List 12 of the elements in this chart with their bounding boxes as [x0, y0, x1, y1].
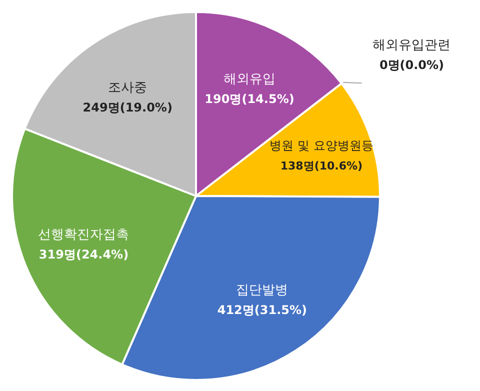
- data-label: 138명(10.6%): [280, 159, 363, 172]
- category-label: 해외유입관련: [372, 38, 451, 54]
- data-label: 190명(14.5%): [204, 92, 294, 106]
- data-label: 412명(31.5%): [217, 302, 308, 317]
- slice-label: 선행확진자접촉: [38, 227, 130, 242]
- slice-label: 집단발병: [236, 282, 288, 298]
- slice-label: 해외유입: [224, 72, 276, 87]
- text: 0명(0.0%): [379, 58, 444, 72]
- data-label: 319명(24.4%): [38, 247, 129, 262]
- slice-label: 병원 및 요양병원등: [270, 138, 374, 152]
- slice-label: 조사중: [108, 80, 148, 96]
- data-label: 249명(19.0%): [82, 100, 172, 115]
